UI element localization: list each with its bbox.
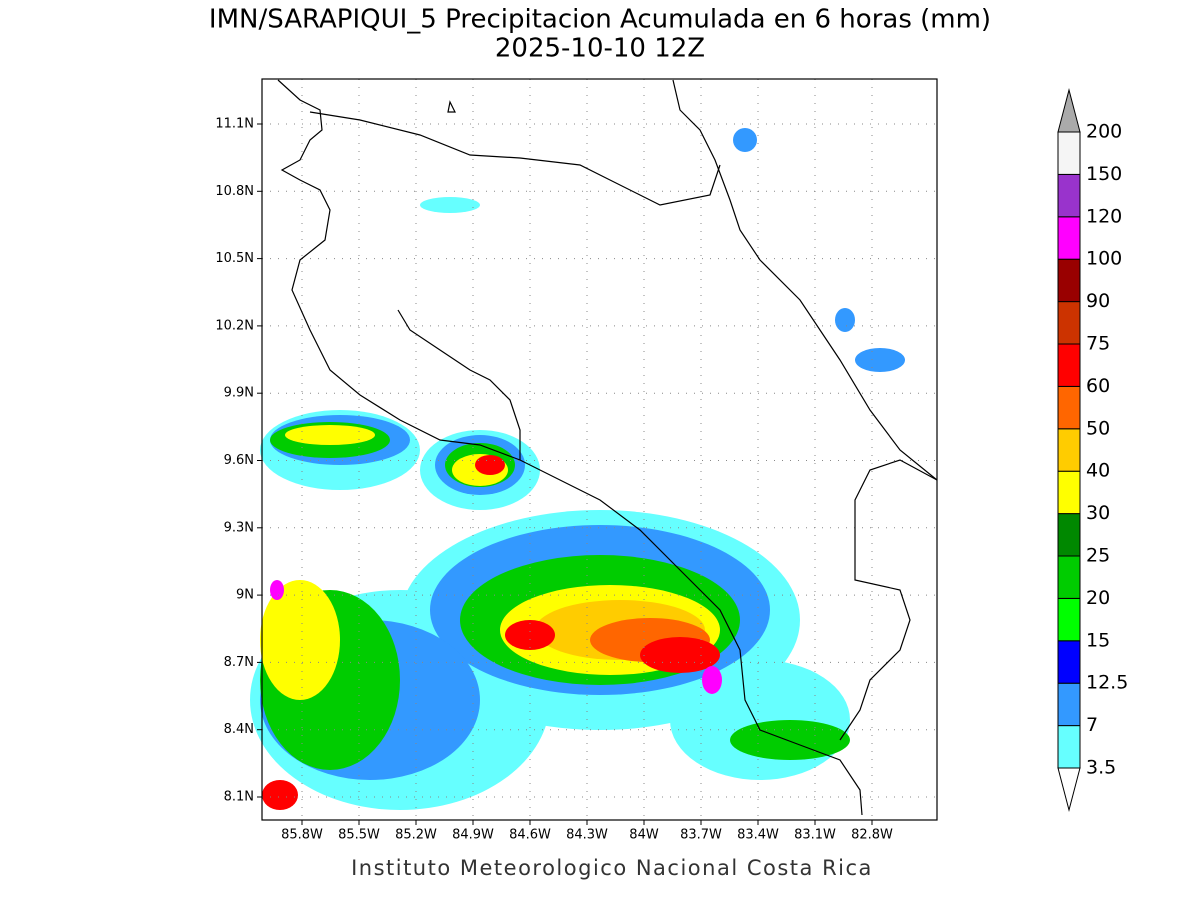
- colorbar-label: 7: [1086, 714, 1098, 736]
- colorbar-bin: [1057, 470, 1081, 515]
- lon-label: 84.3W: [566, 828, 608, 843]
- colorbar-label: 40: [1086, 460, 1110, 482]
- lon-label: 84.9W: [452, 828, 494, 843]
- colorbar-bin: [1057, 173, 1081, 218]
- colorbar-label: 90: [1086, 290, 1110, 312]
- colorbar-label: 25: [1086, 545, 1110, 567]
- title: IMN/SARAPIQUI_5 Precipitacion Acumulada …: [209, 5, 991, 35]
- lat-label: 8.4N: [224, 722, 254, 737]
- lon-label: 83.4W: [737, 828, 779, 843]
- lon-label: 83.7W: [680, 828, 722, 843]
- colorbar: 3.5 7 12.5 15 20 25 30 40 50 60 75 90 100 120 150 200: [1057, 88, 1128, 812]
- map-frame: [261, 78, 938, 821]
- colorbar-label: 100: [1086, 248, 1122, 270]
- lon-label: 82.8W: [851, 828, 893, 843]
- subtitle: 2025-10-10 12Z: [495, 34, 705, 64]
- colorbar-label: 3.5: [1086, 757, 1116, 779]
- lat-label: 9N: [236, 588, 254, 603]
- colorbar-bin: [1057, 131, 1081, 175]
- lon-label: 83.1W: [794, 828, 836, 843]
- colorbar-label: 50: [1086, 417, 1110, 439]
- colorbar-label: 200: [1086, 121, 1122, 143]
- lat-label: 10.8N: [215, 184, 254, 199]
- lat-label: 8.7N: [224, 655, 254, 670]
- colorbar-label: 12.5: [1086, 672, 1128, 694]
- colorbar-above-arrow: [1057, 88, 1081, 133]
- lat-label: 9.6N: [224, 453, 254, 468]
- colorbar-bin: [1057, 513, 1081, 557]
- lat-label: 9.9N: [224, 386, 254, 401]
- colorbar-below-arrow: [1057, 767, 1081, 812]
- colorbar-label: 30: [1086, 502, 1110, 524]
- colorbar-bin: [1057, 428, 1081, 472]
- colorbar-bin: [1057, 258, 1081, 303]
- lat-label: 8.1N: [224, 790, 254, 805]
- lon-label: 85.8W: [281, 828, 323, 843]
- footer: Instituto Meteorologico Nacional Costa R…: [351, 856, 873, 880]
- colorbar-bin: [1057, 682, 1081, 727]
- coastlines: [277, 79, 938, 816]
- lat-label: 10.2N: [215, 318, 254, 333]
- colorbar-label: 120: [1086, 205, 1122, 227]
- colorbar-bin: [1057, 216, 1081, 260]
- colorbar-bin: [1057, 385, 1081, 430]
- lon-label: 85.5W: [338, 828, 380, 843]
- lon-label: 84W: [629, 828, 659, 843]
- lat-label: 9.3N: [224, 520, 254, 535]
- lon-label: 84.6W: [509, 828, 551, 843]
- colorbar-bin: [1057, 597, 1081, 642]
- colorbar-label: 20: [1086, 587, 1110, 609]
- lat-label: 10.5N: [215, 251, 254, 266]
- colorbar-bin: [1057, 725, 1081, 769]
- lat-label: 11.1N: [215, 117, 254, 132]
- lon-label: 85.2W: [395, 828, 437, 843]
- colorbar-label: 60: [1086, 375, 1110, 397]
- colorbar-bin: [1057, 640, 1081, 684]
- colorbar-bin: [1057, 343, 1081, 387]
- colorbar-bin: [1057, 555, 1081, 599]
- colorbar-label: 75: [1086, 333, 1110, 355]
- colorbar-label: 15: [1086, 629, 1110, 651]
- map: [250, 78, 938, 821]
- colorbar-label: 150: [1086, 163, 1122, 185]
- colorbar-bin: [1057, 301, 1081, 345]
- precipitation-field: [250, 128, 905, 810]
